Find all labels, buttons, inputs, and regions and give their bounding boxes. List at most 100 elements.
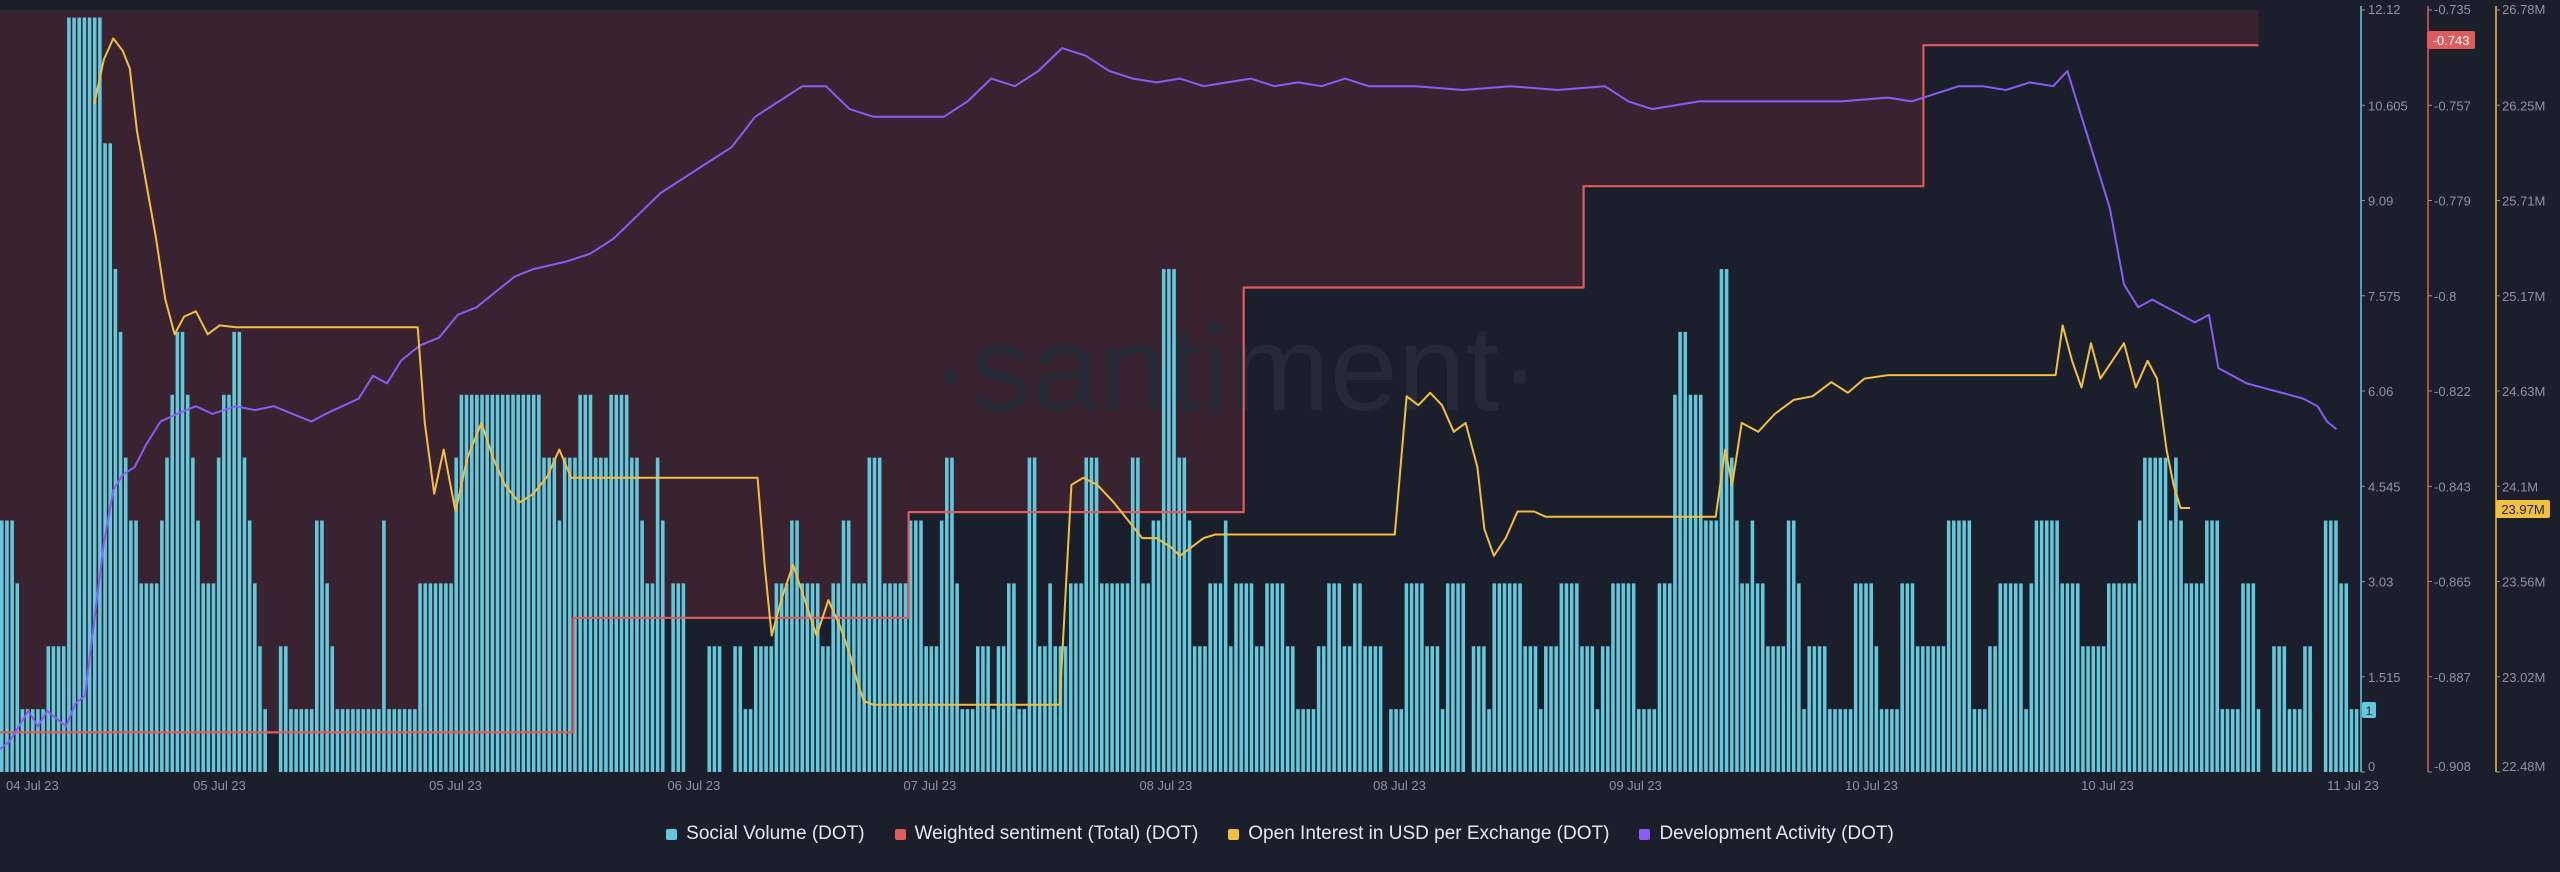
social-volume-bar: [25, 709, 30, 772]
social-volume-bar: [1668, 583, 1672, 772]
social-volume-bar: [1125, 583, 1130, 772]
social-volume-bar: [1130, 457, 1135, 772]
social-volume-bar: [800, 583, 804, 772]
social-volume-bar: [1306, 709, 1311, 772]
social-volume-bar: [92, 17, 97, 773]
social-volume-bar: [1848, 709, 1853, 772]
legend-item-dev-activity[interactable]: Development Activity (DOT): [1639, 823, 1894, 845]
social-volume-bar: [1611, 583, 1615, 772]
social-volume-bar: [1048, 583, 1052, 772]
social-volume-bar: [1807, 646, 1811, 772]
legend-item-weighted-sentiment[interactable]: Weighted sentiment (Total) (DOT): [894, 823, 1198, 845]
social-volume-bar: [1012, 583, 1016, 772]
social-volume-bar: [201, 583, 205, 772]
social-volume-bar: [1569, 583, 1574, 772]
social-volume-bar: [883, 583, 887, 772]
weighted-sentiment-tick-label: -0.822: [2434, 384, 2471, 399]
social-volume-bar: [1296, 709, 1300, 772]
weighted-sentiment-tick-label: -0.757: [2434, 98, 2471, 113]
social-volume-bar: [2215, 520, 2219, 772]
social-volume-bar: [1683, 331, 1688, 772]
social-volume-bar: [2112, 583, 2116, 772]
social-volume-bar: [2174, 457, 2178, 772]
open-interest-tick-label: 22.48M: [2502, 759, 2545, 774]
social-volume-bar: [872, 457, 877, 772]
social-volume-bar: [263, 709, 267, 772]
social-volume-bar: [87, 17, 92, 773]
social-volume-bar: [1766, 646, 1770, 772]
negative-sentiment-zone: [908, 10, 1244, 513]
social-volume-bar: [1141, 583, 1145, 772]
social-volume-bar: [351, 709, 355, 772]
social-volume-bar: [10, 520, 14, 772]
social-volume-bar: [1223, 520, 1228, 772]
social-volume-tick-label: 12.12: [2368, 2, 2401, 17]
social-volume-bar: [139, 583, 143, 772]
social-volume-bar: [2137, 520, 2142, 772]
series-lines: [0, 37, 2338, 750]
social-volume-bar: [661, 520, 665, 772]
social-volume-bar: [500, 394, 505, 772]
social-volume-bar: [340, 709, 345, 772]
social-volume-bar: [1394, 709, 1398, 772]
social-volume-bar: [2060, 583, 2065, 772]
weighted-sentiment-tick-label: -0.8: [2434, 289, 2456, 304]
social-volume-bar: [1879, 709, 1884, 772]
social-volume-bar: [1853, 583, 1858, 772]
open-interest-badge: 23.97M: [2501, 502, 2544, 517]
social-volume-bar: [779, 583, 784, 772]
social-volume-bar: [433, 583, 438, 772]
social-volume-bar: [407, 709, 412, 772]
social-volume-bar: [392, 709, 397, 772]
social-volume-bar: [36, 709, 40, 772]
social-volume-bar: [77, 17, 82, 773]
social-volume-bar: [2050, 520, 2054, 772]
social-volume-bar: [1843, 709, 1848, 772]
social-volume-bar: [170, 394, 174, 772]
social-volume-bar: [1559, 583, 1564, 772]
social-volume-bar: [165, 457, 169, 772]
social-volume-bar: [521, 394, 526, 772]
social-volume-bar: [1652, 709, 1657, 772]
negative-sentiment-zone: [573, 10, 909, 618]
social-volume-bar: [118, 331, 123, 772]
social-volume-bar: [2308, 646, 2312, 772]
weighted-sentiment-tick-label: -0.843: [2434, 479, 2471, 494]
social-volume-bar: [877, 457, 882, 772]
social-volume-bar: [846, 520, 851, 772]
social-volume-bar: [1714, 520, 1719, 772]
social-volume-bar: [222, 394, 226, 772]
social-volume-bar: [578, 394, 582, 772]
social-volume-bar: [2292, 709, 2297, 772]
social-volume-tick-label: 3.03: [2368, 575, 2393, 590]
social-volume-bar: [1698, 394, 1703, 772]
social-volume-bar: [1074, 583, 1078, 772]
social-volume-bar: [1316, 646, 1321, 772]
x-tick-label: 08 Jul 23: [1373, 778, 1426, 793]
legend-item-open-interest[interactable]: Open Interest in USD per Exchange (DOT): [1228, 823, 1609, 845]
social-volume-bar: [67, 17, 71, 773]
social-volume-bar: [490, 394, 495, 772]
legend-item-social-volume[interactable]: Social Volume (DOT): [666, 823, 865, 845]
social-volume-bar: [547, 457, 551, 772]
social-volume-bar: [1952, 520, 1956, 772]
social-volume-bar: [1921, 646, 1925, 772]
social-volume-bar: [2117, 583, 2121, 772]
negative-sentiment-zone: [1923, 10, 2259, 46]
social-volume-bar: [2081, 646, 2085, 772]
social-volume-bar: [986, 646, 990, 772]
open-interest-badge-bg: [2496, 500, 2550, 518]
axis-badges: -0.743 23.97M 1: [2362, 31, 2550, 718]
social-volume-bar: [1606, 646, 1610, 772]
social-volume-bar: [72, 17, 76, 773]
social-volume-bar: [1895, 709, 1899, 772]
social-volume-bar: [41, 709, 45, 772]
social-volume-bar: [206, 583, 211, 772]
social-volume-bar: [211, 583, 216, 772]
social-volume-bar: [315, 520, 319, 772]
social-volume-bar: [1864, 583, 1868, 772]
social-volume-bar: [1229, 646, 1233, 772]
social-volume-bar: [82, 17, 87, 773]
social-volume-bar: [1642, 709, 1646, 772]
